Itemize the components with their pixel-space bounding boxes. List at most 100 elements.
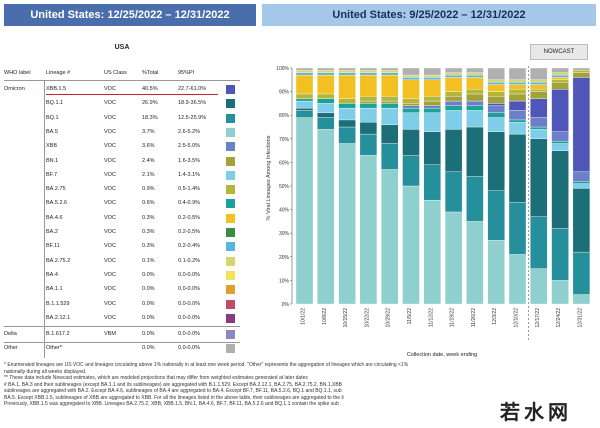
bar-segment-ba-5 [572, 294, 591, 305]
bar-segment-ba-2-75 [338, 98, 356, 104]
bar-segment-xbb [444, 100, 463, 106]
cell-who: Delta [4, 331, 17, 338]
bar-segment-ba-5 [295, 117, 314, 305]
footnote-4: sublineages are aggregated with BA.2. Ex… [4, 388, 342, 394]
bar-segment-ba-2-75 [572, 70, 591, 73]
bar-segment-ba-5 [338, 143, 356, 305]
bar-segment-xbb [423, 105, 441, 109]
bar-segment-ba-5-2-6 [508, 119, 527, 123]
cell-lineage: BA.5 [46, 128, 58, 135]
x-tick-label: 10/15/22 [343, 308, 349, 328]
cell-pct: 0.0% [142, 271, 155, 278]
column-header-3: %Total [142, 70, 159, 76]
y-tick-label: 10% [279, 278, 290, 284]
bar-segment-other [530, 67, 548, 80]
cell-pi: 0.0-0.0% [178, 286, 201, 293]
bar-segment-bf-7 [551, 143, 569, 151]
bar-segment-xbb [551, 131, 569, 142]
left-panel-header: United States: 12/25/2022 – 12/31/2022 N… [4, 4, 256, 43]
lineage-color-swatch [226, 170, 235, 180]
cell-lineage: XBB.1.5 [46, 86, 67, 92]
column-header-4: 95%PI [178, 70, 195, 76]
lineage-color-swatch [226, 213, 235, 223]
bar-segment-bq-1-1 [359, 122, 378, 135]
lineage-color-swatch [226, 85, 235, 94]
x-tick-label: 10/8/22 [322, 308, 328, 325]
bar-segment-ba-4-6 [487, 84, 505, 92]
lineage-color-swatch [226, 99, 235, 109]
table-row: BA.4.6 VOC 0.3% 0.2-0.5% [4, 211, 240, 225]
bar-segment-ba-5-2-6 [551, 140, 569, 144]
bar-segment-other [359, 67, 378, 71]
table-row: Delta B.1.617.2 VBM 0.0% 0.0-0.0% [4, 327, 240, 341]
column-header-2: US Class [104, 70, 127, 76]
bar-segment-ba-5 [487, 240, 505, 305]
bar-segment-ba-4-6 [444, 77, 463, 92]
bar-segment-ba-2-75-2 [402, 74, 420, 78]
bar-segment-bq-1 [444, 171, 463, 213]
table-row: BA.1.1 VOC 0.0% 0.0-0.0% [4, 282, 240, 296]
lineage-color-swatch [226, 127, 235, 137]
bar-segment-ba-2-75 [444, 91, 463, 97]
bar-segment-bf-7 [359, 107, 378, 123]
bar-segment-ba-5-2-6 [359, 103, 378, 109]
x-tick-label: 10/1/22 [301, 308, 307, 325]
bar-segment-xbb-1-5 [508, 100, 527, 111]
cell-lineage: BF.11 [46, 243, 60, 250]
bar-segment-ba-5 [359, 155, 378, 305]
cell-pi: 0.2-0.5% [178, 214, 201, 221]
bar-segment-ba-5-2-6 [402, 107, 420, 114]
footnote-6: Previously, XBB.1.5 was aggregated to XB… [4, 401, 339, 407]
cell-class: VOC [104, 229, 116, 235]
nowcast-button[interactable]: NOWCAST [530, 44, 588, 60]
bar-segment-bn-1 [402, 103, 420, 106]
cell-pct: 2.4% [142, 157, 155, 164]
bar-segment-ba-5-2-6 [444, 105, 463, 111]
cell-pi: 0.4-0.9% [178, 200, 201, 207]
bar-segment-ba-2-75 [487, 91, 505, 97]
bar-segment-ba-4-6 [317, 74, 335, 95]
column-header-0: WHO label [4, 70, 31, 76]
cell-lineage: BA.4.6 [46, 214, 63, 221]
bar-segment-bq-1-1 [423, 131, 441, 165]
cell-pi: 0.5-1.4% [178, 186, 201, 193]
bar-segment-ba-5 [530, 268, 548, 305]
bar-segment-xbb [530, 117, 548, 128]
bar-segment-bf-7 [508, 122, 527, 135]
bar-segment-bq-1-1 [381, 124, 399, 144]
y-tick-label: 40% [279, 208, 290, 214]
table-row: BQ.1 VOC 18.3% 12.5-25.9% [4, 111, 240, 125]
bar-segment-bf-11 [338, 72, 356, 76]
cell-class: VOC [104, 243, 116, 250]
footnote-3: # BA.1, BA.3 and their sublineages (exce… [4, 381, 342, 388]
cell-pct: 0.0% [142, 300, 155, 307]
bar-segment-bf-11 [317, 72, 335, 76]
bar-segment-ba-4-6 [295, 74, 314, 95]
lineage-color-swatch [226, 199, 235, 209]
cell-pct: 0.0% [142, 345, 155, 352]
bar-segment-bq-1 [466, 176, 484, 222]
cell-pct: 2.1% [142, 171, 155, 178]
cell-pi: 0.0-0.0% [178, 331, 201, 338]
cell-pct: 0.3% [142, 229, 155, 235]
bar-segment-bq-1 [487, 190, 505, 241]
column-header-1: Lineage # [46, 70, 71, 76]
bar-segment-ba-2-75-2 [551, 72, 569, 76]
x-axis-label: Collection date, week ending [407, 352, 477, 358]
table-row: BA.2.75.2 VOC 0.1% 0.1-0.2% [4, 254, 240, 268]
table-row: BA.2.12.1 VOC 0.0% 0.0-0.0% [4, 311, 240, 325]
bar-segment-bf-11 [444, 74, 463, 78]
cell-pi: 12.5-25.9% [178, 114, 207, 121]
bar-segment-bn-1 [572, 72, 591, 78]
cell-pi: 0.0-0.0% [178, 271, 201, 278]
bar-segment-ba-2-75-2 [295, 70, 314, 73]
bar-segment-other [466, 67, 484, 73]
cell-lineage: B.1.1.529 [46, 300, 70, 307]
cell-pct: 3.6% [142, 143, 155, 150]
bar-segment-xbb [508, 110, 527, 121]
cell-class: VOC [104, 114, 116, 121]
bar-segment-bf-11 [423, 77, 441, 80]
bar-segment-ba-2-75 [295, 93, 314, 99]
cell-pi: 22.7-61.0% [178, 86, 207, 92]
cell-pct: 18.3% [142, 114, 158, 121]
